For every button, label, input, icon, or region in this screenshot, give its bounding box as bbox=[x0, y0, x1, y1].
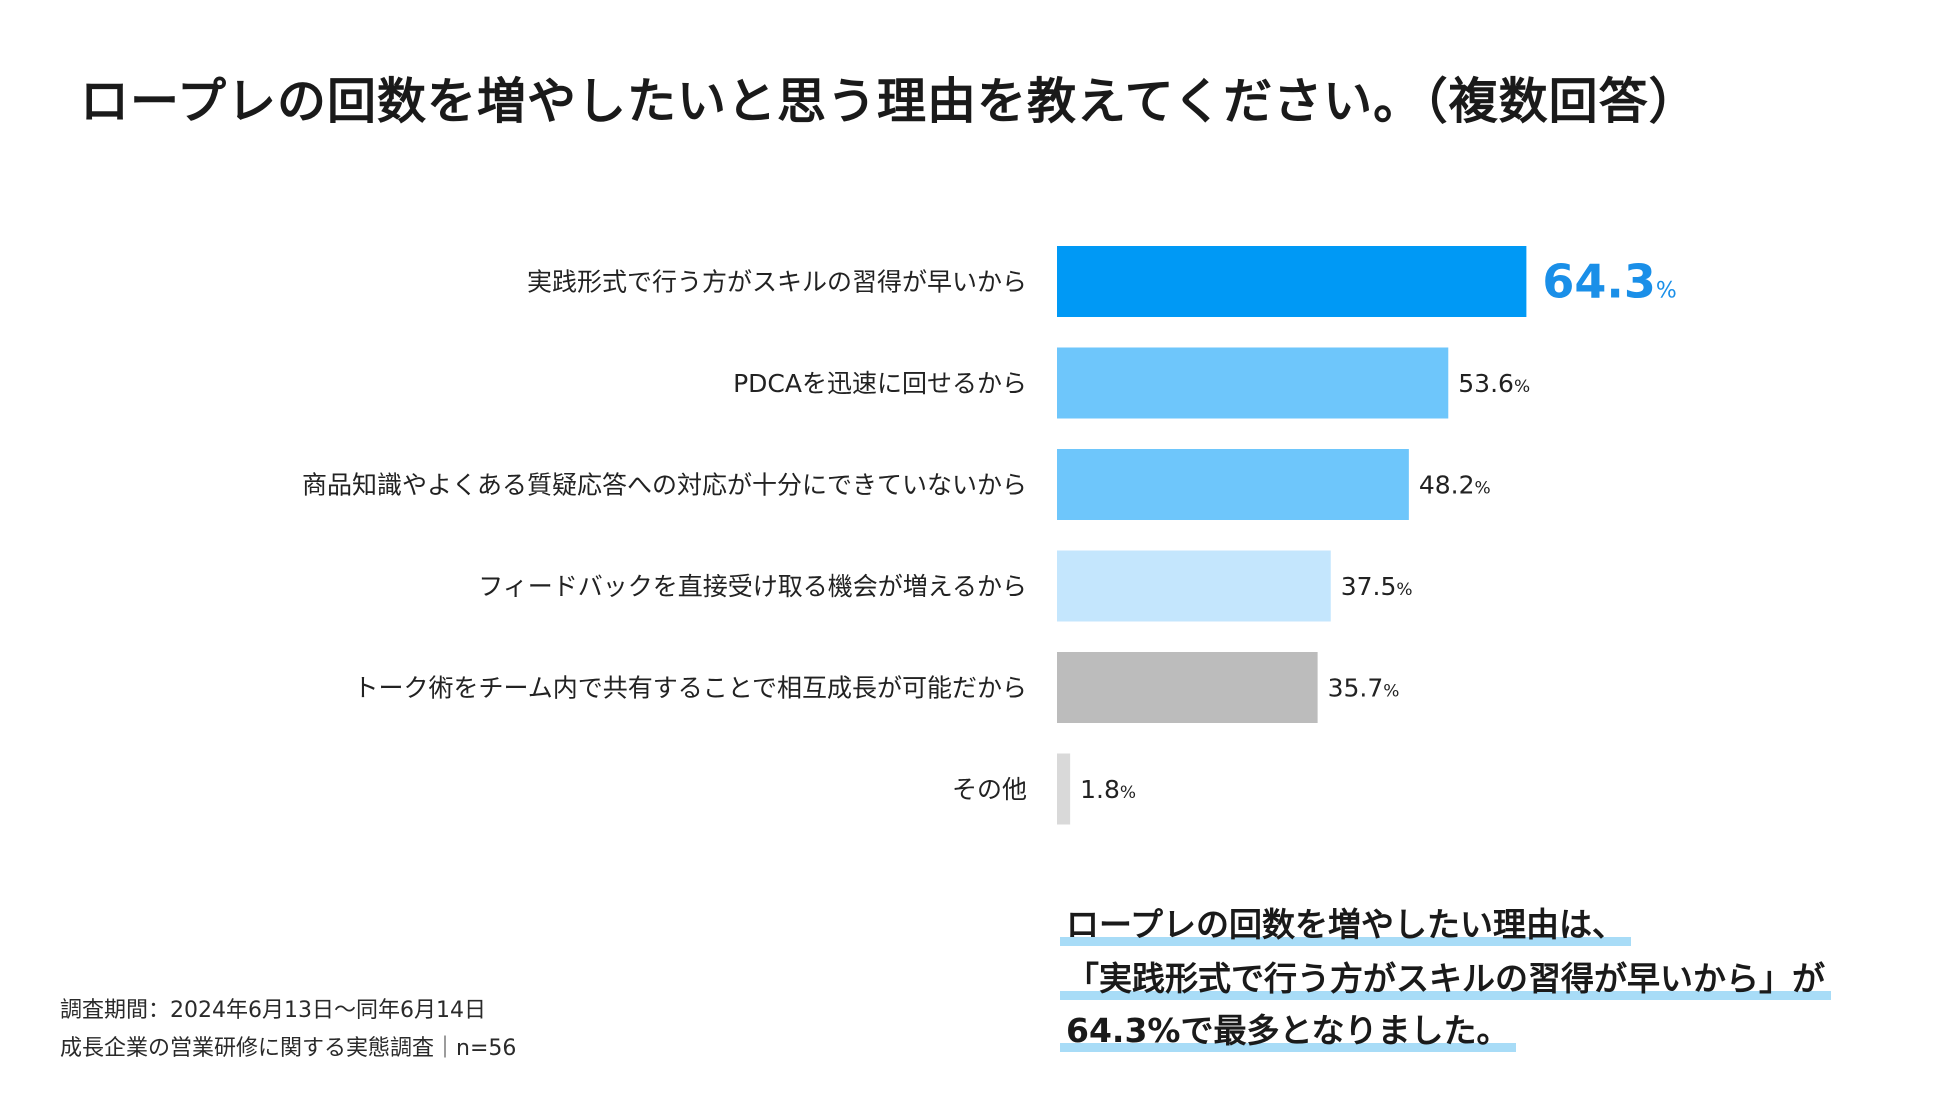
category-label: 商品知識やよくある質疑応答への対応が十分にできていないから bbox=[302, 471, 1027, 500]
value-label: 37.5% bbox=[1341, 572, 1413, 601]
value-label: 48.2% bbox=[1419, 471, 1491, 500]
bar bbox=[1057, 347, 1449, 419]
bar-chart: 実践形式で行う方がスキルの習得が早いから 64.3% PDCAを迅速に回せるから 53… bbox=[302, 246, 1677, 825]
summary-line-3: 64.3%で最多となりました。 bbox=[1060, 1004, 1516, 1052]
category-label: トーク術をチーム内で共有することで相互成長が可能だから bbox=[353, 674, 1027, 703]
summary-line-2: 「実践形式で行う方がスキルの習得が早いから」が bbox=[1060, 952, 1831, 1000]
survey-source: 成長企業の営業研修に関する実態調査｜n=56 bbox=[60, 1036, 517, 1061]
category-label: 実践形式で行う方がスキルの習得が早いから bbox=[527, 268, 1027, 297]
bar bbox=[1057, 753, 1071, 825]
bar bbox=[1057, 652, 1318, 723]
category-label: その他 bbox=[952, 775, 1027, 804]
summary-line-1: ロープレの回数を増やしたい理由は、 bbox=[1060, 898, 1632, 946]
bar bbox=[1057, 449, 1409, 520]
category-label: PDCAを迅速に回せるから bbox=[733, 369, 1027, 398]
bar bbox=[1057, 550, 1331, 622]
value-label: 53.6% bbox=[1458, 369, 1530, 398]
category-label: フィードバックを直接受け取る機会が増えるから bbox=[478, 572, 1027, 601]
survey-period: 調査期間：2024年6月13日〜同年6月14日 bbox=[60, 998, 486, 1023]
chart-title: ロープレの回数を増やしたいと思う理由を教えてください。（複数回答） bbox=[80, 73, 1699, 130]
value-label: 1.8% bbox=[1080, 775, 1136, 804]
bar bbox=[1057, 246, 1527, 317]
value-label: 64.3% bbox=[1542, 255, 1676, 309]
value-label: 35.7% bbox=[1328, 674, 1400, 703]
